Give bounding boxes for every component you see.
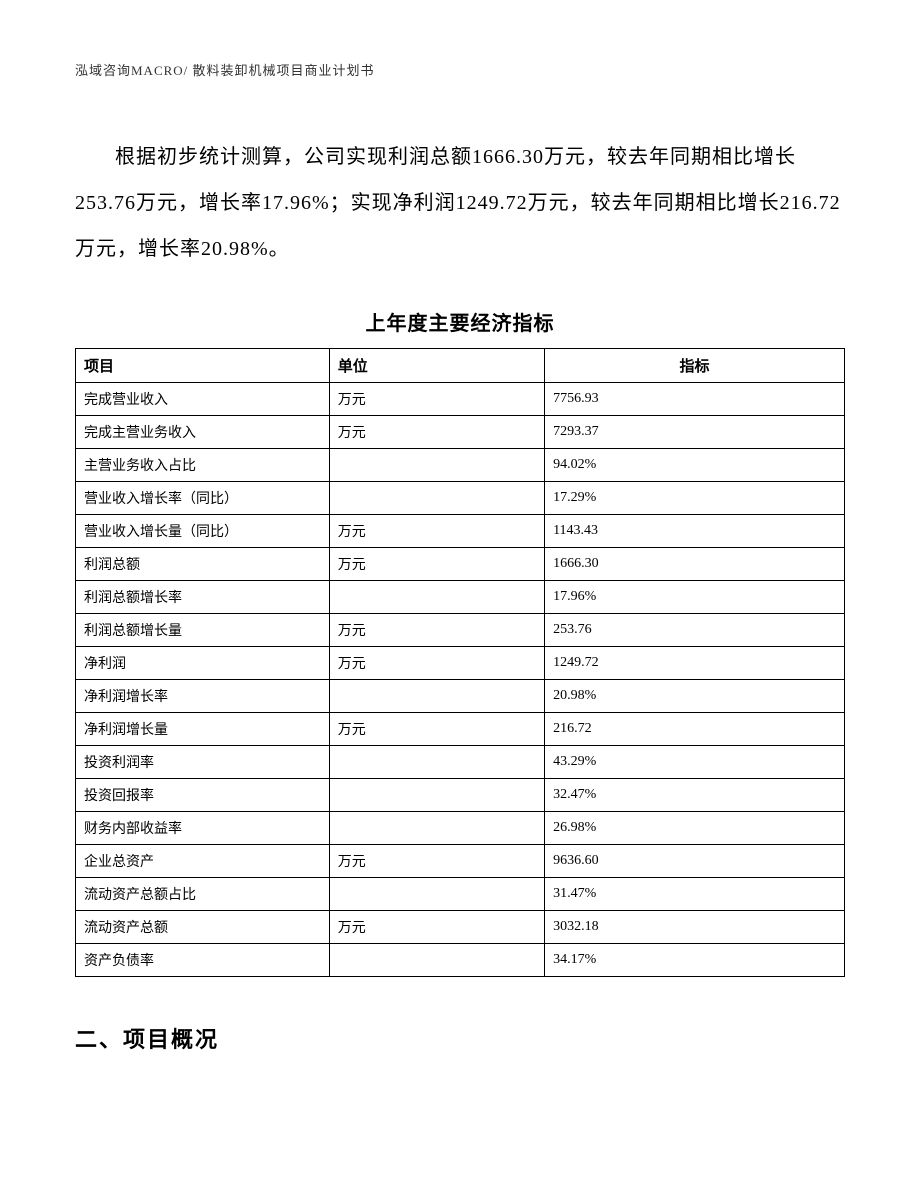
table-cell: 完成营业收入 — [76, 383, 330, 416]
table-header-row: 项目 单位 指标 — [76, 349, 845, 383]
table-cell: 1666.30 — [545, 548, 845, 581]
page-header: 泓域咨询MACRO/ 散料装卸机械项目商业计划书 — [75, 60, 845, 79]
table-row: 营业收入增长率（同比） 17.29% — [76, 482, 845, 515]
table-row: 利润总额增长率 17.96% — [76, 581, 845, 614]
table-cell: 253.76 — [545, 614, 845, 647]
table-title: 上年度主要经济指标 — [75, 307, 845, 336]
table-cell: 17.96% — [545, 581, 845, 614]
table-cell: 94.02% — [545, 449, 845, 482]
table-row: 流动资产总额 万元 3032.18 — [76, 911, 845, 944]
table-row: 企业总资产 万元 9636.60 — [76, 845, 845, 878]
table-row: 资产负债率 34.17% — [76, 944, 845, 977]
table-cell — [329, 779, 544, 812]
table-cell: 资产负债率 — [76, 944, 330, 977]
table-cell: 万元 — [329, 383, 544, 416]
table-cell — [329, 680, 544, 713]
table-row: 投资利润率 43.29% — [76, 746, 845, 779]
table-cell: 1143.43 — [545, 515, 845, 548]
table-cell: 流动资产总额 — [76, 911, 330, 944]
table-cell: 营业收入增长量（同比） — [76, 515, 330, 548]
table-cell: 万元 — [329, 647, 544, 680]
table-header-project: 项目 — [76, 349, 330, 383]
table-cell: 企业总资产 — [76, 845, 330, 878]
table-cell: 万元 — [329, 911, 544, 944]
table-row: 利润总额 万元 1666.30 — [76, 548, 845, 581]
table-cell: 34.17% — [545, 944, 845, 977]
table-cell: 216.72 — [545, 713, 845, 746]
table-cell — [329, 944, 544, 977]
table-cell: 财务内部收益率 — [76, 812, 330, 845]
table-cell: 万元 — [329, 548, 544, 581]
table-cell: 9636.60 — [545, 845, 845, 878]
body-paragraph: 根据初步统计测算，公司实现利润总额1666.30万元，较去年同期相比增长253.… — [75, 134, 845, 272]
table-cell: 主营业务收入占比 — [76, 449, 330, 482]
table-cell: 1249.72 — [545, 647, 845, 680]
table-cell: 投资回报率 — [76, 779, 330, 812]
table-row: 营业收入增长量（同比） 万元 1143.43 — [76, 515, 845, 548]
table-body: 完成营业收入 万元 7756.93 完成主营业务收入 万元 7293.37 主营… — [76, 383, 845, 977]
table-cell: 万元 — [329, 416, 544, 449]
table-cell: 万元 — [329, 713, 544, 746]
table-row: 财务内部收益率 26.98% — [76, 812, 845, 845]
table-cell: 利润总额增长量 — [76, 614, 330, 647]
section-heading: 二、项目概况 — [75, 1022, 845, 1054]
table-row: 完成主营业务收入 万元 7293.37 — [76, 416, 845, 449]
table-row: 投资回报率 32.47% — [76, 779, 845, 812]
table-header-unit: 单位 — [329, 349, 544, 383]
table-cell: 完成主营业务收入 — [76, 416, 330, 449]
table-cell: 营业收入增长率（同比） — [76, 482, 330, 515]
table-cell — [329, 746, 544, 779]
table-row: 净利润增长量 万元 216.72 — [76, 713, 845, 746]
table-header-indicator: 指标 — [545, 349, 845, 383]
table-cell — [329, 482, 544, 515]
table-cell: 利润总额 — [76, 548, 330, 581]
table-cell: 利润总额增长率 — [76, 581, 330, 614]
table-cell: 26.98% — [545, 812, 845, 845]
table-cell: 7756.93 — [545, 383, 845, 416]
table-cell: 万元 — [329, 614, 544, 647]
table-cell: 3032.18 — [545, 911, 845, 944]
table-row: 主营业务收入占比 94.02% — [76, 449, 845, 482]
table-cell: 净利润增长量 — [76, 713, 330, 746]
table-cell: 17.29% — [545, 482, 845, 515]
table-cell: 31.47% — [545, 878, 845, 911]
table-cell — [329, 878, 544, 911]
table-row: 净利润 万元 1249.72 — [76, 647, 845, 680]
table-cell — [329, 449, 544, 482]
table-cell: 43.29% — [545, 746, 845, 779]
table-cell: 流动资产总额占比 — [76, 878, 330, 911]
table-cell: 万元 — [329, 515, 544, 548]
table-cell: 7293.37 — [545, 416, 845, 449]
table-cell: 净利润 — [76, 647, 330, 680]
table-cell: 投资利润率 — [76, 746, 330, 779]
table-row: 流动资产总额占比 31.47% — [76, 878, 845, 911]
table-cell — [329, 581, 544, 614]
table-cell: 32.47% — [545, 779, 845, 812]
economic-indicators-table: 项目 单位 指标 完成营业收入 万元 7756.93 完成主营业务收入 万元 7… — [75, 348, 845, 977]
table-cell: 万元 — [329, 845, 544, 878]
table-cell — [329, 812, 544, 845]
table-row: 利润总额增长量 万元 253.76 — [76, 614, 845, 647]
table-cell: 净利润增长率 — [76, 680, 330, 713]
table-row: 完成营业收入 万元 7756.93 — [76, 383, 845, 416]
table-cell: 20.98% — [545, 680, 845, 713]
table-row: 净利润增长率 20.98% — [76, 680, 845, 713]
